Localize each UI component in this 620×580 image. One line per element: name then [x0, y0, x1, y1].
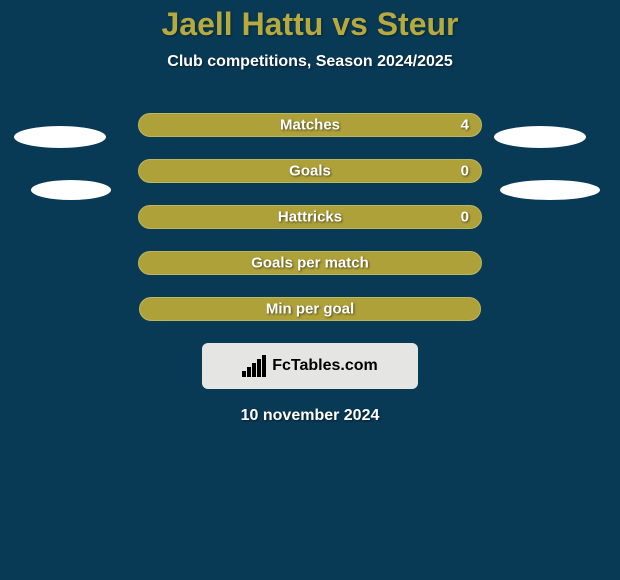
subtitle: Club competitions, Season 2024/2025	[0, 53, 620, 71]
logo-bars-icon	[242, 355, 266, 377]
logo-text: FcTables.com	[272, 357, 378, 375]
stat-row: Goals per match	[0, 251, 620, 275]
stat-label: Min per goal	[266, 301, 354, 318]
stat-value: 4	[461, 117, 469, 134]
stat-label: Hattricks	[278, 209, 342, 226]
stat-row: Min per goal	[0, 297, 620, 321]
stat-bar: Goals 0	[138, 159, 482, 183]
stat-value: 0	[461, 163, 469, 180]
stat-label: Goals	[289, 163, 331, 180]
stat-bar: Hattricks 0	[138, 205, 482, 229]
stat-label: Goals per match	[251, 255, 369, 272]
left-ellipse	[14, 126, 106, 148]
stat-value: 0	[461, 209, 469, 226]
stat-row: Goals 0	[0, 159, 620, 183]
stat-row: Hattricks 0	[0, 205, 620, 229]
fctables-logo: FcTables.com	[202, 343, 418, 389]
snapshot-date: 10 november 2024	[0, 407, 620, 425]
stat-bar: Goals per match	[138, 251, 482, 275]
left-ellipse	[31, 180, 111, 200]
right-ellipse	[494, 126, 586, 148]
stat-label: Matches	[280, 117, 340, 134]
stat-bar: Matches 4	[138, 113, 482, 137]
stat-bar: Min per goal	[139, 297, 481, 321]
right-ellipse	[500, 180, 600, 200]
page-title: Jaell Hattu vs Steur	[0, 0, 620, 43]
comparison-infographic: Jaell Hattu vs Steur Club competitions, …	[0, 0, 620, 580]
